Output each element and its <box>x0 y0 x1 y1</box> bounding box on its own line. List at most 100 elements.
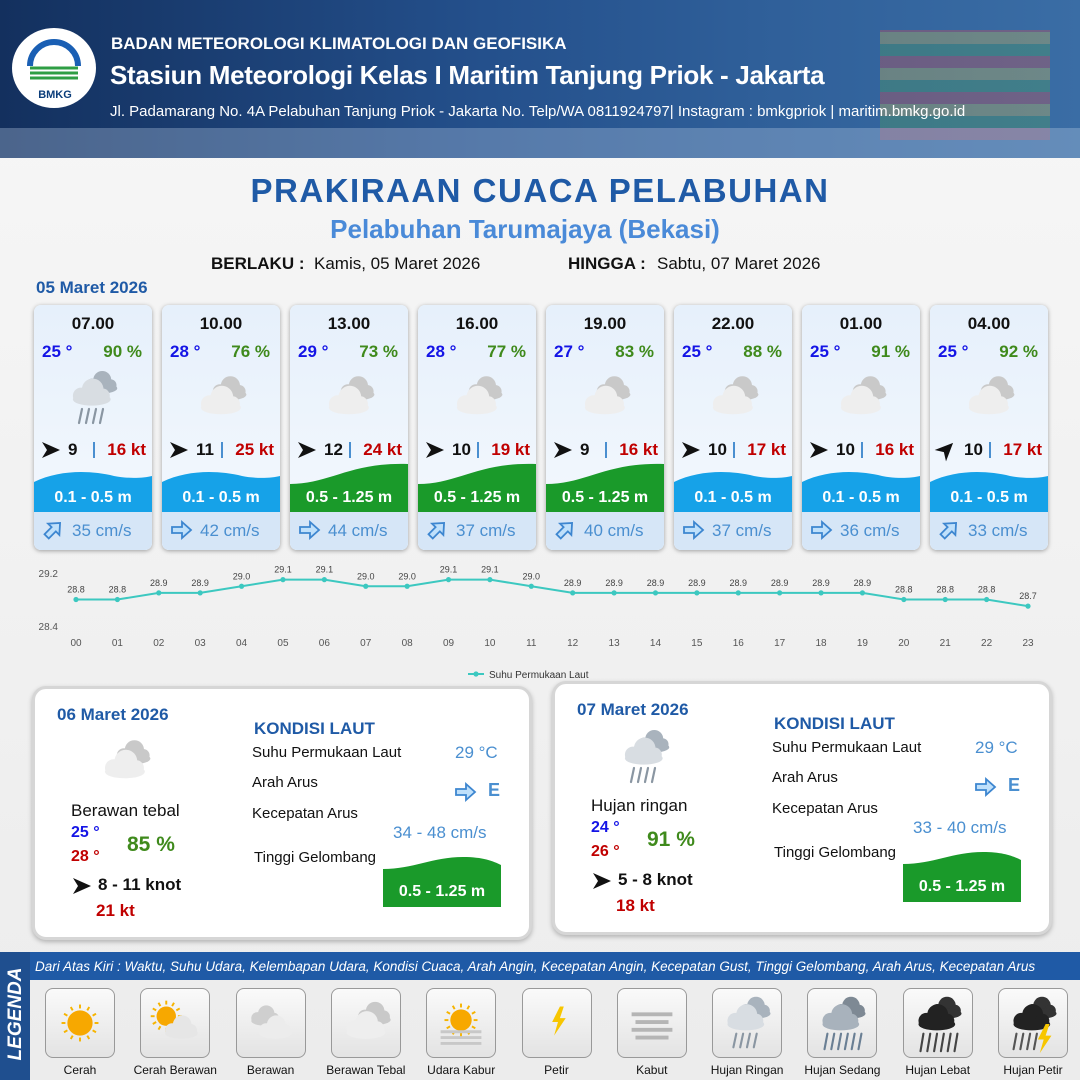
legend-icon-box <box>140 988 211 1058</box>
rain-drop <box>830 1032 836 1051</box>
rain-drop <box>1032 1032 1038 1051</box>
rain-drop <box>84 407 91 425</box>
separator <box>733 442 735 458</box>
current-direction <box>455 781 477 803</box>
current-speed: 34 - 48 cm/s <box>393 823 487 842</box>
x-tick-label: 08 <box>402 638 414 649</box>
legend-label: Cerah <box>63 1063 97 1077</box>
cloud-part <box>200 401 241 415</box>
gust: 25 kt <box>235 440 274 459</box>
current-arrow <box>427 521 446 540</box>
legend-icon <box>346 1001 391 1039</box>
value-label: 29.1 <box>440 565 458 575</box>
legend-label: Cerah Berawan <box>133 1063 217 1077</box>
x-tick-label: 22 <box>981 638 993 649</box>
value-label: 29.0 <box>357 571 375 581</box>
current-direction <box>299 519 321 541</box>
sun-ray <box>157 1025 162 1031</box>
time: 22.00 <box>711 314 755 333</box>
humidity: 76 % <box>231 342 270 361</box>
value-label: 28.9 <box>854 578 872 588</box>
x-tick-label: 13 <box>609 638 621 649</box>
weather-icon <box>584 376 631 415</box>
sea-label: Suhu Permukaan Laut <box>772 739 922 756</box>
gust: 24 kt <box>363 440 402 459</box>
forecast-card: 04.00 25 ° 92 % 10 17 kt 0.1 - 0.5 m 33 cm/s <box>930 305 1048 550</box>
rain-drop <box>732 1032 738 1049</box>
sun <box>450 1009 472 1031</box>
gust: 21 kt <box>96 901 135 920</box>
wind-speed: 11 <box>196 440 214 459</box>
weather-icon <box>200 376 247 415</box>
sun <box>67 1010 93 1036</box>
sun-ray <box>86 1035 91 1040</box>
sst-point <box>197 590 203 596</box>
legend-icon <box>631 1012 673 1040</box>
rain-drop <box>739 1032 745 1049</box>
gust: 17 kt <box>1003 440 1042 459</box>
sun-ray <box>69 1006 74 1011</box>
rain-drop <box>643 766 650 784</box>
current-speed: 44 cm/s <box>328 521 388 540</box>
wind-arrow <box>73 878 91 894</box>
legend-icon <box>151 1000 199 1039</box>
wind-arrow <box>298 442 316 458</box>
sst-point <box>735 590 741 596</box>
forecast-card: 19.00 27 ° 83 % 9 16 kt 0.5 - 1.25 m 40 cm/s <box>546 305 664 550</box>
separator <box>861 442 863 458</box>
humidity: 91 % <box>647 828 695 851</box>
sst-point <box>528 583 534 589</box>
day-panel: 07 Maret 2026 Hujan ringan 24 ° 26 ° 91 % 5 -… <box>552 681 1052 935</box>
value-label: 29.1 <box>316 565 334 575</box>
time: 07.00 <box>71 314 115 333</box>
value-label: 28.9 <box>647 578 665 588</box>
sun-ray <box>157 1002 162 1007</box>
legend-icon-box <box>45 988 115 1058</box>
wind-arrow <box>42 442 60 458</box>
cloud-part <box>822 1018 860 1031</box>
wave <box>674 472 792 512</box>
value-label: 29.0 <box>398 571 416 581</box>
condition: Hujan ringan <box>591 796 688 815</box>
cloud-part <box>72 393 111 406</box>
legend-icon <box>918 996 962 1053</box>
legend-icon <box>551 1006 566 1036</box>
legend-icon-box <box>902 988 973 1058</box>
sst-point <box>942 596 948 603</box>
logo-text: BMKG <box>38 89 72 101</box>
legend-icon-box <box>807 988 878 1058</box>
sst-point <box>611 590 617 596</box>
current-arrow <box>455 781 477 803</box>
value-label: 28.9 <box>688 578 706 588</box>
temperature: 27 ° <box>554 342 585 361</box>
wave-shape <box>290 463 408 512</box>
rain-drop <box>823 1032 829 1051</box>
wave <box>162 472 280 512</box>
wave-shape <box>162 472 280 512</box>
value-label: 28.8 <box>67 585 85 595</box>
current-direction <box>939 521 958 540</box>
x-tick-label: 23 <box>1022 638 1034 649</box>
sea-label: Kecepatan Arus <box>772 800 878 817</box>
current-arrow <box>683 519 705 541</box>
x-tick-label: 09 <box>443 638 455 649</box>
sst-point <box>363 583 369 589</box>
temperature: 25 ° <box>682 342 713 361</box>
x-tick-label: 02 <box>153 638 165 649</box>
cloud-part <box>968 401 1009 415</box>
temp-max: 28 ° <box>71 848 100 865</box>
weather-icon <box>456 376 503 415</box>
humidity: 90 % <box>103 342 142 361</box>
wind-arrow <box>682 442 700 458</box>
time: 19.00 <box>583 314 627 333</box>
wave-shape <box>930 472 1048 512</box>
wave-height: 0.1 - 0.5 m <box>822 489 900 506</box>
current-speed: 35 cm/s <box>72 521 132 540</box>
temperature: 25 ° <box>810 342 841 361</box>
x-tick-label: 06 <box>319 638 331 649</box>
forecast-card: 07.00 25 ° 90 % 9 16 kt 0.1 - 0.5 m 35 cm/s <box>34 305 152 550</box>
gust: 16 kt <box>619 440 658 459</box>
sst-point <box>487 577 493 583</box>
station: Stasiun Meteorologi Kelas I Maritim Tanj… <box>110 60 825 90</box>
rain-drop <box>650 766 657 784</box>
